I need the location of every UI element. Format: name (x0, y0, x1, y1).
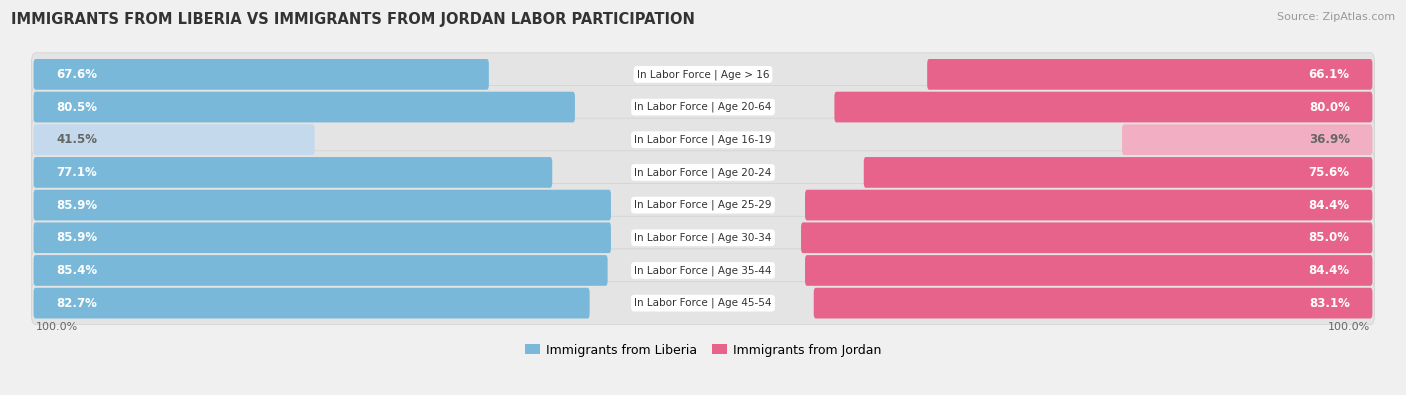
Text: 85.9%: 85.9% (56, 231, 97, 244)
FancyBboxPatch shape (34, 288, 589, 318)
FancyBboxPatch shape (31, 216, 1375, 260)
FancyBboxPatch shape (34, 124, 315, 155)
FancyBboxPatch shape (801, 222, 1372, 253)
Text: 41.5%: 41.5% (56, 133, 97, 146)
Text: In Labor Force | Age 20-64: In Labor Force | Age 20-64 (634, 102, 772, 112)
Text: 77.1%: 77.1% (56, 166, 97, 179)
Text: 66.1%: 66.1% (1309, 68, 1350, 81)
FancyBboxPatch shape (34, 92, 575, 122)
Text: In Labor Force | Age 16-19: In Labor Force | Age 16-19 (634, 134, 772, 145)
Text: 84.4%: 84.4% (1309, 264, 1350, 277)
FancyBboxPatch shape (34, 190, 612, 220)
Text: In Labor Force | Age > 16: In Labor Force | Age > 16 (637, 69, 769, 80)
Text: 83.1%: 83.1% (1309, 297, 1350, 310)
Text: In Labor Force | Age 45-54: In Labor Force | Age 45-54 (634, 298, 772, 308)
FancyBboxPatch shape (31, 85, 1375, 129)
FancyBboxPatch shape (806, 255, 1372, 286)
FancyBboxPatch shape (34, 59, 489, 90)
Text: In Labor Force | Age 30-34: In Labor Force | Age 30-34 (634, 233, 772, 243)
FancyBboxPatch shape (31, 151, 1375, 194)
FancyBboxPatch shape (31, 282, 1375, 325)
FancyBboxPatch shape (31, 118, 1375, 161)
Text: Source: ZipAtlas.com: Source: ZipAtlas.com (1277, 12, 1395, 22)
Text: 67.6%: 67.6% (56, 68, 97, 81)
Text: In Labor Force | Age 25-29: In Labor Force | Age 25-29 (634, 200, 772, 211)
Text: 85.0%: 85.0% (1309, 231, 1350, 244)
Text: 85.9%: 85.9% (56, 199, 97, 212)
Text: 36.9%: 36.9% (1309, 133, 1350, 146)
Text: 84.4%: 84.4% (1309, 199, 1350, 212)
FancyBboxPatch shape (806, 190, 1372, 220)
Text: 80.0%: 80.0% (1309, 101, 1350, 113)
FancyBboxPatch shape (31, 184, 1375, 227)
Text: 100.0%: 100.0% (35, 322, 77, 332)
Text: 100.0%: 100.0% (1329, 322, 1371, 332)
FancyBboxPatch shape (31, 53, 1375, 96)
Text: IMMIGRANTS FROM LIBERIA VS IMMIGRANTS FROM JORDAN LABOR PARTICIPATION: IMMIGRANTS FROM LIBERIA VS IMMIGRANTS FR… (11, 12, 695, 27)
Text: In Labor Force | Age 35-44: In Labor Force | Age 35-44 (634, 265, 772, 276)
Legend: Immigrants from Liberia, Immigrants from Jordan: Immigrants from Liberia, Immigrants from… (519, 339, 887, 361)
FancyBboxPatch shape (34, 222, 612, 253)
Text: 82.7%: 82.7% (56, 297, 97, 310)
FancyBboxPatch shape (834, 92, 1372, 122)
Text: 80.5%: 80.5% (56, 101, 97, 113)
Text: 85.4%: 85.4% (56, 264, 97, 277)
Text: 75.6%: 75.6% (1309, 166, 1350, 179)
Text: In Labor Force | Age 20-24: In Labor Force | Age 20-24 (634, 167, 772, 178)
FancyBboxPatch shape (34, 255, 607, 286)
FancyBboxPatch shape (34, 157, 553, 188)
FancyBboxPatch shape (1122, 124, 1372, 155)
FancyBboxPatch shape (863, 157, 1372, 188)
FancyBboxPatch shape (31, 249, 1375, 292)
FancyBboxPatch shape (814, 288, 1372, 318)
FancyBboxPatch shape (927, 59, 1372, 90)
